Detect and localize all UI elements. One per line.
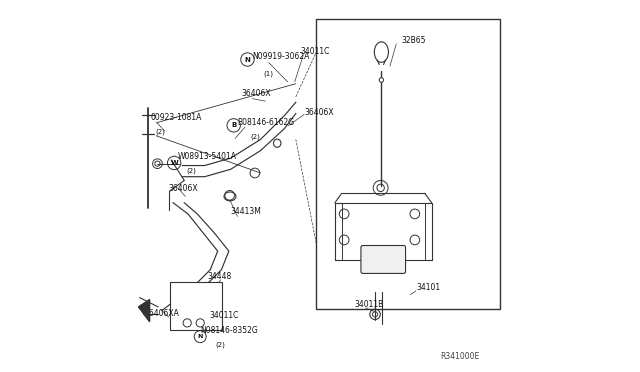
Text: 32B65: 32B65 bbox=[401, 36, 426, 45]
Text: 34011C: 34011C bbox=[301, 47, 330, 56]
Text: W: W bbox=[170, 160, 178, 166]
Polygon shape bbox=[138, 299, 150, 322]
Text: N: N bbox=[198, 334, 203, 339]
Text: (1): (1) bbox=[264, 70, 273, 77]
Text: 00923-1081A: 00923-1081A bbox=[151, 113, 202, 122]
Text: (2): (2) bbox=[156, 129, 166, 135]
Text: 34011B: 34011B bbox=[354, 300, 383, 309]
Text: N09919-3062A: N09919-3062A bbox=[252, 52, 310, 61]
Text: 36406X: 36406X bbox=[305, 108, 334, 117]
Text: 34565M: 34565M bbox=[371, 260, 403, 269]
FancyBboxPatch shape bbox=[170, 282, 222, 330]
Text: 34448: 34448 bbox=[207, 272, 232, 280]
Text: N08146-8352G: N08146-8352G bbox=[200, 326, 258, 335]
Circle shape bbox=[379, 78, 383, 82]
FancyBboxPatch shape bbox=[361, 246, 406, 273]
Text: B08146-6162G: B08146-6162G bbox=[237, 118, 294, 126]
Text: 34413M: 34413M bbox=[230, 207, 261, 216]
Text: 36406XA: 36406XA bbox=[145, 309, 179, 318]
Text: 34101: 34101 bbox=[416, 283, 440, 292]
Text: 36406X: 36406X bbox=[241, 89, 271, 98]
FancyBboxPatch shape bbox=[316, 19, 500, 309]
Text: (2): (2) bbox=[250, 134, 260, 140]
Text: N: N bbox=[244, 57, 250, 62]
Text: (2): (2) bbox=[215, 342, 225, 349]
Text: R341000E: R341000E bbox=[440, 352, 479, 361]
Text: 36406X: 36406X bbox=[168, 185, 198, 193]
Text: B: B bbox=[231, 122, 236, 128]
Text: W08913-5401A: W08913-5401A bbox=[178, 153, 237, 161]
Text: 34011C: 34011C bbox=[209, 311, 239, 320]
Text: (2): (2) bbox=[187, 167, 196, 174]
